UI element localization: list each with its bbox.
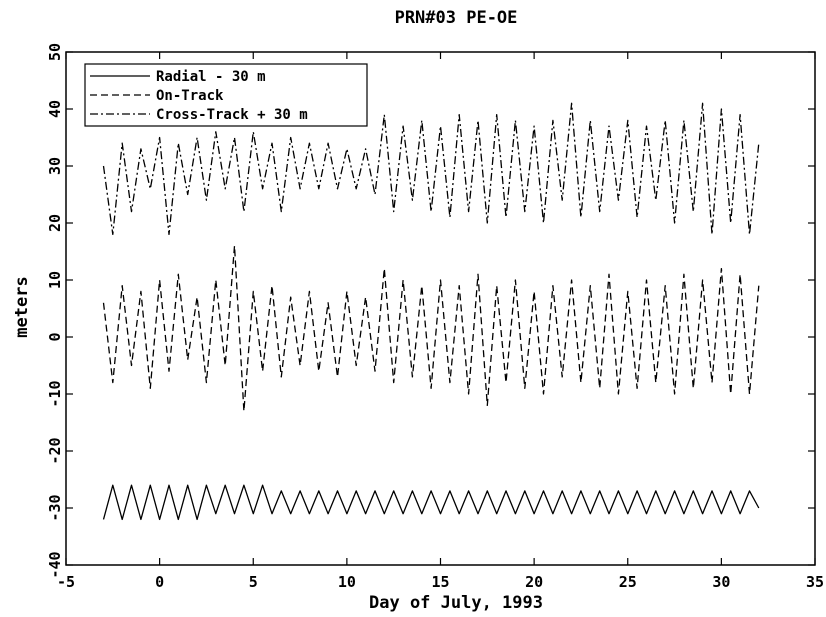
series-1-line [102,245,760,412]
y-tick-label: 10 [46,271,64,289]
y-tick-label: -10 [46,380,64,407]
y-tick-label: -40 [46,551,64,578]
x-tick-label: 0 [155,573,164,591]
series-layer [102,102,760,521]
x-tick-label: 35 [806,573,824,591]
legend-label-1: On-Track [156,88,224,104]
y-tick-label: -20 [46,437,64,464]
x-tick-label: 5 [249,573,258,591]
x-tick-label: -5 [57,573,75,591]
x-axis-label: Day of July, 1993 [369,593,543,613]
y-tick-label: -30 [46,494,64,521]
series-2-line [102,102,760,236]
x-tick-label: 15 [431,573,449,591]
tick-labels: -5 0 5 10 15 20 25 30 35 -40 -30 -20 -10 0 10 20 30 40 50 [46,43,824,591]
legend-items: Radial - 30 m On-Track Cross-Track + 30 m [90,69,308,123]
x-tick-label: 30 [712,573,730,591]
y-tick-label: 40 [46,100,64,118]
plot-frame [65,51,816,566]
chart-title: PRN#03 PE-OE [395,8,518,28]
x-tick-label: 20 [525,573,543,591]
y-tick-label: 50 [46,43,64,61]
y-tick-label: 30 [46,157,64,175]
legend-label-2: Cross-Track + 30 m [156,107,308,123]
y-axis-label: meters [12,276,32,337]
x-tick-label: 25 [619,573,637,591]
y-tick-label: 20 [46,214,64,232]
series-0-line [102,484,760,521]
legend-label-0: Radial - 30 m [156,69,266,85]
x-tick-label: 10 [338,573,356,591]
legend: Radial - 30 m On-Track Cross-Track + 30 m [84,63,368,127]
y-tick-label: 0 [46,332,64,341]
legend-box [84,63,368,127]
